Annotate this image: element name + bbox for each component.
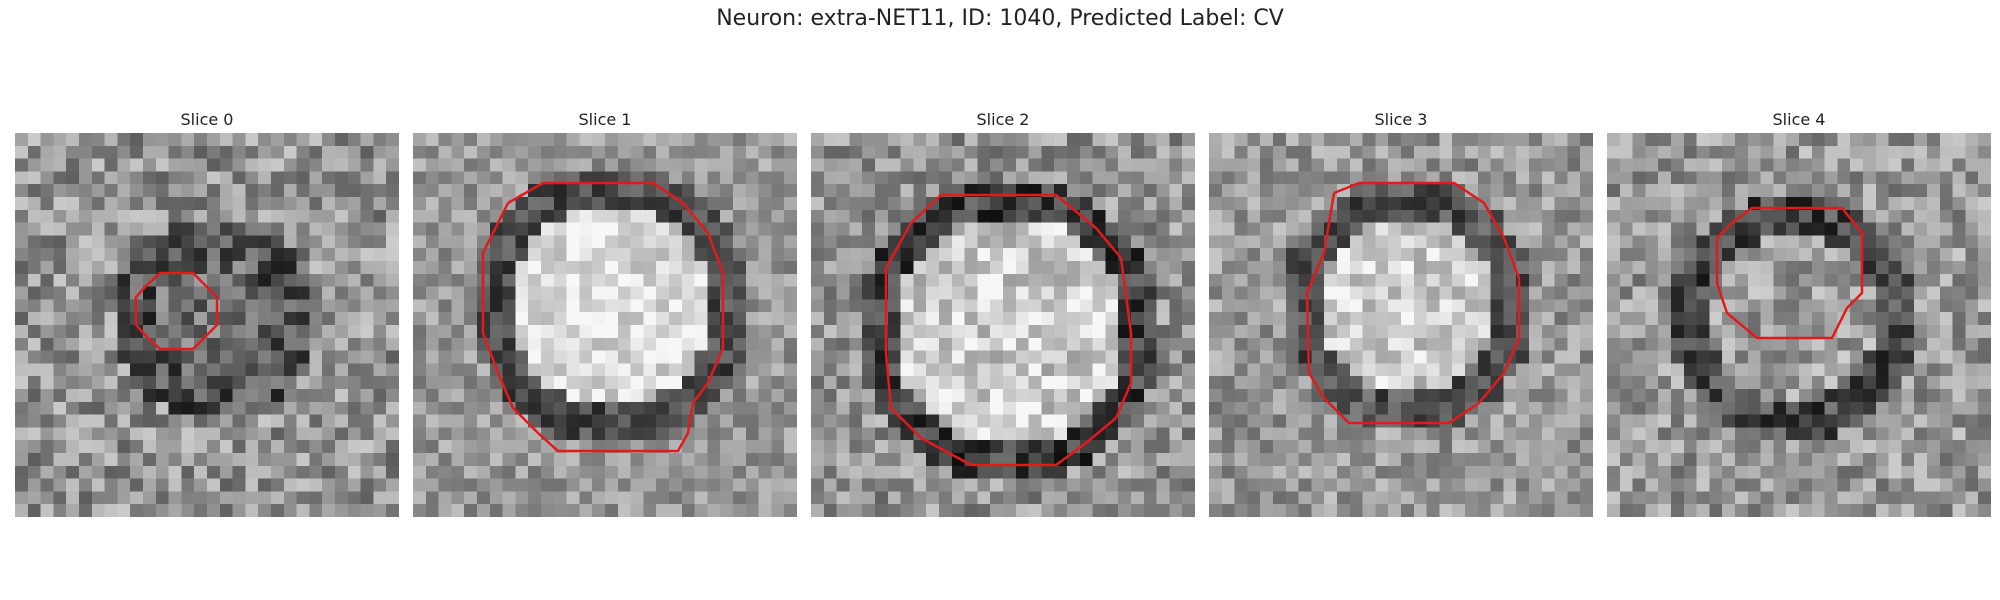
slice-title: Slice 1 bbox=[578, 110, 632, 129]
slice-panel-0: Slice 0 bbox=[15, 108, 399, 517]
slice-panel-3: Slice 3 bbox=[1209, 108, 1593, 517]
slice-image bbox=[413, 133, 797, 517]
slice-title: Slice 3 bbox=[1374, 110, 1428, 129]
slice-image bbox=[1607, 133, 1991, 517]
slice-title: Slice 2 bbox=[976, 110, 1030, 129]
slice-image bbox=[15, 133, 399, 517]
slice-image bbox=[1209, 133, 1593, 517]
slice-title: Slice 0 bbox=[180, 110, 234, 129]
slice-title: Slice 4 bbox=[1772, 110, 1826, 129]
figure-title: Neuron: extra-NET11, ID: 1040, Predicted… bbox=[716, 6, 1284, 31]
slice-panel-1: Slice 1 bbox=[413, 108, 797, 517]
slice-panel-2: Slice 2 bbox=[811, 108, 1195, 517]
slice-panel-4: Slice 4 bbox=[1607, 108, 1991, 517]
slice-image bbox=[811, 133, 1195, 517]
